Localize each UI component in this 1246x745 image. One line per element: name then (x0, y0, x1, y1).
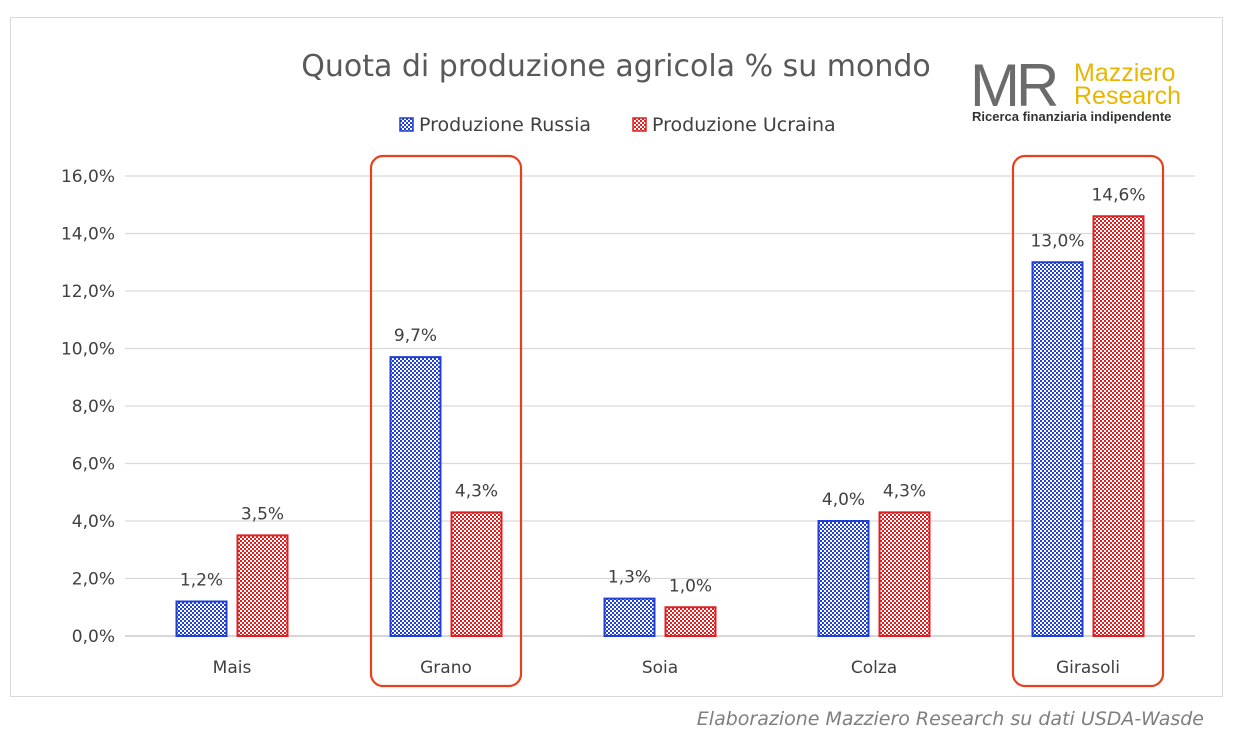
category-label: Soia (642, 658, 678, 678)
legend: Produzione Russia Produzione Ucraina (399, 114, 836, 136)
bar-russia-soia (603, 597, 656, 637)
category-label: Mais (213, 658, 252, 678)
bar-russia-grano (389, 356, 442, 637)
data-label: 4,0% (822, 490, 865, 510)
legend-label-russia: Produzione Russia (419, 114, 591, 136)
bars (175, 215, 1145, 637)
highlight-box-girasoli (1011, 154, 1165, 688)
data-label: 4,3% (883, 481, 926, 501)
data-label: 1,0% (669, 576, 712, 596)
bar-ucraina-girasoli (1092, 215, 1145, 637)
highlight-boxes (369, 154, 1165, 688)
y-tick-label: 12,0% (61, 282, 115, 302)
bar-ucraina-mais (236, 534, 289, 637)
bar-russia-girasoli (1031, 261, 1084, 637)
data-label: 14,6% (1091, 185, 1145, 205)
y-tick-label: 8,0% (72, 397, 115, 417)
logo-name-line2: Research (1074, 82, 1181, 110)
legend-label-ucraina: Produzione Ucraina (652, 114, 836, 136)
chart-title: Quota di produzione agricola % su mondo (301, 49, 931, 84)
source-note: Elaborazione Mazziero Research su dati U… (696, 708, 1204, 730)
logo-monogram: MR (970, 52, 1057, 119)
y-tick-label: 16,0% (61, 167, 115, 187)
bar-ucraina-soia (664, 606, 717, 637)
data-label: 13,0% (1030, 231, 1084, 251)
bar-russia-colza (817, 520, 870, 637)
legend-swatch-russia (399, 117, 414, 132)
category-label: Girasoli (1056, 658, 1120, 678)
y-tick-label: 14,0% (61, 225, 115, 245)
bar-russia-mais (175, 600, 228, 637)
data-label: 3,5% (241, 504, 284, 524)
gridlines (125, 175, 1195, 637)
logo-name-line1: Mazziero (1074, 59, 1175, 87)
bar-ucraina-colza (878, 511, 931, 637)
y-tick-label: 10,0% (61, 340, 115, 360)
logo-tagline: Ricerca finanziaria indipendente (972, 109, 1171, 124)
chart-frame (10, 17, 1223, 697)
legend-swatch-ucraina (632, 117, 647, 132)
data-label: 1,3% (608, 568, 651, 588)
y-tick-label: 6,0% (72, 455, 115, 475)
category-label: Grano (420, 658, 472, 678)
y-tick-label: 4,0% (72, 512, 115, 532)
y-tick-label: 0,0% (72, 627, 115, 647)
y-tick-label: 2,0% (72, 570, 115, 590)
highlight-box-grano (369, 154, 523, 688)
data-label: 9,7% (394, 326, 437, 346)
x-axis: Mais Grano Soia Colza Girasoli (213, 658, 1120, 678)
data-label: 1,2% (180, 571, 223, 591)
y-axis: 0,0% 2,0% 4,0% 6,0% 8,0% 10,0% 12,0% 14,0% 16,0% (61, 167, 115, 647)
bar-ucraina-grano (450, 511, 503, 637)
data-label: 4,3% (455, 481, 498, 501)
data-labels: 1,2% 3,5% 9,7% 4,3% 1,3% 1,0% 4,0% 4,3% 13,0% 14,… (180, 185, 1146, 596)
mazziero-research-logo: MR Mazziero Research Ricerca finanziaria… (970, 52, 1181, 124)
category-label: Colza (851, 658, 897, 678)
